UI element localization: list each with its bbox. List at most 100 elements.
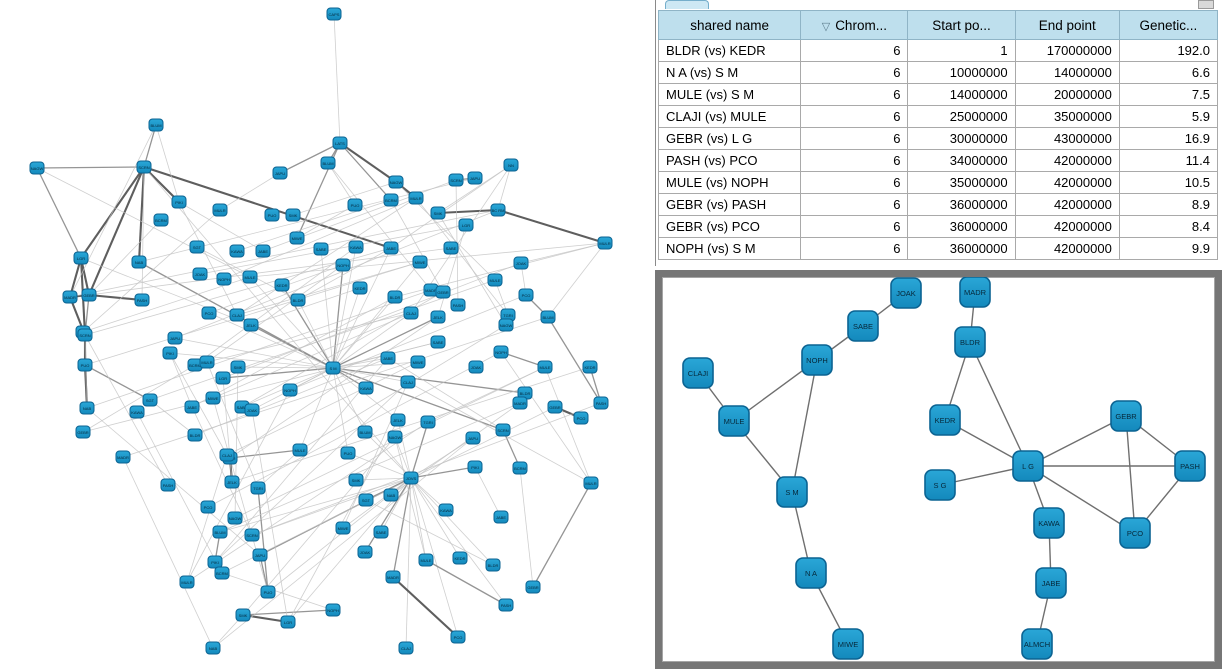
network-node[interactable]: PCO	[450, 630, 466, 644]
table-row[interactable]: GEBR (vs) PCO 6 36000000 42000000 8.4	[657, 215, 1219, 238]
network-node[interactable]: CLAJ	[398, 641, 414, 655]
table-row[interactable]: GEBR (vs) PASH 6 36000000 42000000 8.9	[657, 193, 1219, 216]
network-node[interactable]: S M	[325, 361, 341, 375]
network-node[interactable]: JELK	[243, 318, 259, 332]
network-node[interactable]: PCO	[518, 288, 534, 302]
network-node[interactable]: PIKI	[162, 346, 178, 360]
network-node[interactable]: PCO	[201, 306, 217, 320]
network-node[interactable]: MIWE	[335, 521, 351, 535]
table-tab[interactable]	[665, 0, 709, 9]
table-row[interactable]: GEBR (vs) L G 6 30000000 43000000 16.9	[657, 127, 1219, 150]
network-node[interactable]: CLAJI	[682, 357, 714, 389]
network-node[interactable]: BLUM	[540, 310, 556, 324]
network-node[interactable]: MULR	[212, 203, 228, 217]
column-header-start-po-[interactable]: Start po...	[907, 10, 1016, 40]
network-node[interactable]: MULE	[487, 273, 503, 287]
network-node[interactable]: MULR	[179, 575, 195, 589]
network-node[interactable]: PCO	[1119, 517, 1151, 549]
network-node[interactable]: PCO	[200, 500, 216, 514]
network-node[interactable]: KEDR	[274, 278, 290, 292]
network-node[interactable]: NAB	[383, 488, 399, 502]
network-node[interactable]: LGR	[458, 218, 474, 232]
network-node[interactable]: PCO	[573, 411, 589, 425]
network-node[interactable]: MULE	[418, 553, 434, 567]
network-node[interactable]: NAB	[131, 255, 147, 269]
network-node[interactable]: PUO	[340, 446, 356, 460]
network-node[interactable]: NAGW	[227, 511, 243, 525]
network-node[interactable]: MADR	[512, 396, 528, 410]
network-node[interactable]: JOAK	[890, 277, 922, 309]
network-node[interactable]: BLUM	[357, 425, 373, 439]
network-node[interactable]: KEDR	[929, 404, 961, 436]
network-node[interactable]: JAPU	[252, 548, 268, 562]
column-header-chrom-[interactable]: ▽ Chrom...	[800, 10, 909, 40]
network-node[interactable]: ALMCH	[1021, 628, 1053, 660]
network-node[interactable]: BLDR	[387, 290, 403, 304]
network-node[interactable]: LGR	[280, 615, 296, 629]
network-node[interactable]: SMK	[348, 473, 364, 487]
network-node[interactable]: MIWE	[205, 391, 221, 405]
network-node[interactable]: KAWA	[1033, 507, 1065, 539]
network-node[interactable]: NAGW	[498, 318, 514, 332]
network-detail-canvas[interactable]: JOAK SABE NOPH CLAJI MULE S M N A MIWE MADR BLDR K…	[662, 277, 1215, 662]
network-node[interactable]: NAB	[79, 401, 95, 415]
table-row[interactable]: MULE (vs) S M 6 14000000 20000000 7.5	[657, 83, 1219, 106]
network-node[interactable]: JOAK	[357, 545, 373, 559]
network-node[interactable]: BCRM	[383, 193, 399, 207]
network-node[interactable]: JOAK	[513, 256, 529, 270]
network-node[interactable]: BLUM	[212, 525, 228, 539]
network-node[interactable]: JAPU	[167, 331, 183, 345]
network-node[interactable]: MADR	[62, 290, 78, 304]
network-node[interactable]: BLDR	[485, 558, 501, 572]
network-node[interactable]: BCRM	[153, 213, 169, 227]
network-node[interactable]: NAB	[205, 641, 221, 655]
network-node[interactable]: PASH	[134, 293, 150, 307]
network-node[interactable]: JABE	[493, 510, 509, 524]
network-node[interactable]: SCRN	[244, 528, 260, 542]
network-node[interactable]: BLDR	[187, 428, 203, 442]
table-row[interactable]: N A (vs) S M 6 10000000 14000000 6.6	[657, 61, 1219, 84]
network-node[interactable]: MIWE	[410, 355, 426, 369]
table-row[interactable]: NOPH (vs) S M 6 36000000 42000000 9.9	[657, 237, 1219, 260]
network-node[interactable]: JAPU	[467, 171, 483, 185]
table-row[interactable]: CLAJI (vs) MULE 6 25000000 35000000 5.9	[657, 105, 1219, 128]
network-node[interactable]: MIWE	[289, 231, 305, 245]
network-node[interactable]: PUO	[347, 198, 363, 212]
network-node[interactable]: SCRN	[495, 423, 511, 437]
network-node[interactable]: MIWE	[412, 255, 428, 269]
network-node[interactable]: SGT	[189, 240, 205, 254]
network-node[interactable]: PASH	[160, 478, 176, 492]
network-node[interactable]: KAWA	[438, 503, 454, 517]
network-node[interactable]: SMK	[285, 208, 301, 222]
network-node[interactable]: GEBR	[75, 425, 91, 439]
network-node[interactable]: N A	[795, 557, 827, 589]
network-node[interactable]: SCRN	[77, 328, 93, 342]
table-row[interactable]: MULE (vs) NOPH 6 35000000 42000000 10.5	[657, 171, 1219, 194]
network-node[interactable]: KEDR	[582, 360, 598, 374]
network-node[interactable]: GEBR	[525, 580, 541, 594]
network-node[interactable]: SABE	[430, 335, 446, 349]
network-node[interactable]: JABE	[184, 400, 200, 414]
network-node[interactable]: JOAK	[244, 403, 260, 417]
network-node[interactable]: NAGW	[388, 175, 404, 189]
network-node[interactable]: CLAJ	[400, 375, 416, 389]
network-node[interactable]: JAPU	[272, 166, 288, 180]
network-node[interactable]: KEDR	[352, 281, 368, 295]
network-node[interactable]: SMK	[430, 206, 446, 220]
network-node[interactable]: KAWA	[229, 244, 245, 258]
network-node[interactable]: JOAK	[192, 267, 208, 281]
network-node[interactable]: CLAJ	[403, 306, 419, 320]
network-node[interactable]: S M	[776, 476, 808, 508]
network-node[interactable]: BLUM	[148, 118, 164, 132]
network-node[interactable]: NOPH	[282, 383, 298, 397]
network-node[interactable]: L G	[1012, 450, 1044, 482]
network-node[interactable]: GEBR	[81, 288, 97, 302]
network-node[interactable]: PASH	[498, 598, 514, 612]
network-node[interactable]: SMK	[230, 360, 246, 374]
network-node[interactable]: GEBR	[435, 285, 451, 299]
column-header-genetic-[interactable]: Genetic...	[1118, 10, 1219, 40]
table-row[interactable]: PASH (vs) PCO 6 34000000 42000000 11.4	[657, 149, 1219, 172]
network-node[interactable]: BCRM	[512, 461, 528, 475]
network-node[interactable]: GEBR	[1110, 400, 1142, 432]
network-node[interactable]: JELK	[430, 310, 446, 324]
